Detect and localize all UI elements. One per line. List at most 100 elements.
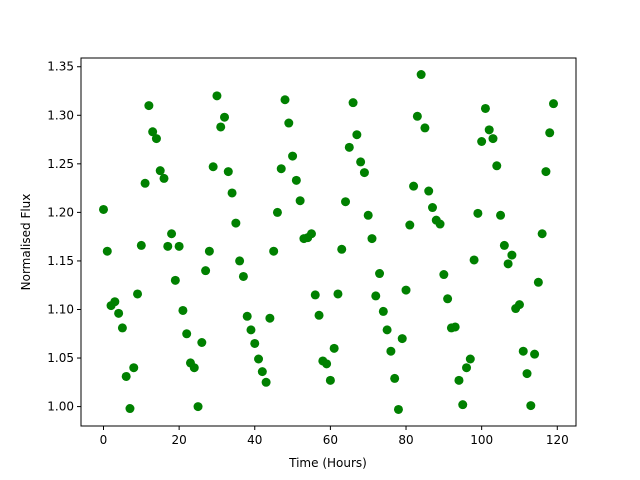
point <box>231 218 241 228</box>
point <box>363 210 373 220</box>
point <box>216 122 226 132</box>
point <box>443 294 453 304</box>
y-tick-label: 1.20 <box>47 205 74 219</box>
point <box>409 181 419 191</box>
point <box>522 369 532 379</box>
point <box>533 277 543 287</box>
point <box>480 103 490 113</box>
point <box>401 285 411 295</box>
point <box>397 334 407 344</box>
plot-frame <box>80 57 577 427</box>
point <box>322 359 332 369</box>
point <box>269 246 279 256</box>
point <box>412 111 422 121</box>
point <box>393 404 403 414</box>
point <box>344 142 354 152</box>
point <box>458 400 468 410</box>
point <box>435 219 445 229</box>
y-tick-label: 1.10 <box>47 302 74 316</box>
point <box>367 234 377 244</box>
point <box>129 363 139 373</box>
point <box>159 173 169 183</box>
point <box>492 161 502 171</box>
x-tick-label: 80 <box>398 433 413 447</box>
point <box>212 91 222 101</box>
point <box>99 204 108 214</box>
point <box>227 188 237 198</box>
point <box>348 98 358 108</box>
point <box>545 128 555 138</box>
point <box>386 346 396 356</box>
point <box>189 363 199 373</box>
point <box>371 291 381 301</box>
x-axis-label: Time (Hours) <box>288 456 367 470</box>
point <box>514 300 524 310</box>
point <box>201 266 211 276</box>
point <box>518 346 528 356</box>
point <box>359 168 369 178</box>
point <box>257 367 267 377</box>
point <box>496 210 506 220</box>
point <box>204 246 214 256</box>
point <box>382 325 392 335</box>
point <box>537 229 547 239</box>
point <box>276 164 286 174</box>
point <box>420 123 430 133</box>
point <box>454 375 464 385</box>
point <box>341 197 351 207</box>
point <box>238 271 248 281</box>
point <box>140 178 150 188</box>
point <box>246 325 256 335</box>
x-tick-label: 40 <box>247 433 262 447</box>
point <box>549 99 558 109</box>
point <box>170 275 180 285</box>
point <box>174 241 184 251</box>
point <box>151 134 161 144</box>
point <box>220 112 230 122</box>
y-tick-label: 1.35 <box>47 60 74 74</box>
point <box>450 322 460 332</box>
point <box>329 343 339 353</box>
point <box>155 166 165 176</box>
point <box>261 377 271 387</box>
point <box>197 337 207 347</box>
point <box>167 229 177 239</box>
point <box>110 297 120 307</box>
point <box>133 289 143 299</box>
point <box>526 401 536 411</box>
point <box>473 208 483 218</box>
point <box>280 95 290 105</box>
point <box>235 256 245 266</box>
point <box>439 270 449 280</box>
point <box>424 186 434 196</box>
y-tick-label: 1.30 <box>47 108 74 122</box>
point <box>193 402 203 412</box>
point <box>178 305 188 315</box>
point <box>291 175 301 185</box>
point <box>427 203 437 213</box>
point <box>125 404 135 414</box>
point <box>469 255 479 265</box>
point <box>272 207 282 217</box>
y-tick-label: 1.00 <box>47 400 74 414</box>
point <box>102 246 112 256</box>
point <box>503 259 513 269</box>
point <box>337 244 347 254</box>
y-axis-label: Normalised Flux <box>19 194 33 291</box>
point <box>288 151 298 161</box>
point <box>223 167 233 177</box>
point <box>488 134 498 144</box>
point <box>477 137 487 147</box>
point <box>314 310 324 320</box>
y-tick-label: 1.15 <box>47 254 74 268</box>
point <box>390 373 400 383</box>
point <box>405 220 415 230</box>
point <box>375 269 385 279</box>
point <box>265 313 275 323</box>
x-tick-label: 100 <box>470 433 493 447</box>
point <box>356 157 366 167</box>
point <box>378 306 388 316</box>
point <box>541 167 551 177</box>
point <box>333 289 343 299</box>
